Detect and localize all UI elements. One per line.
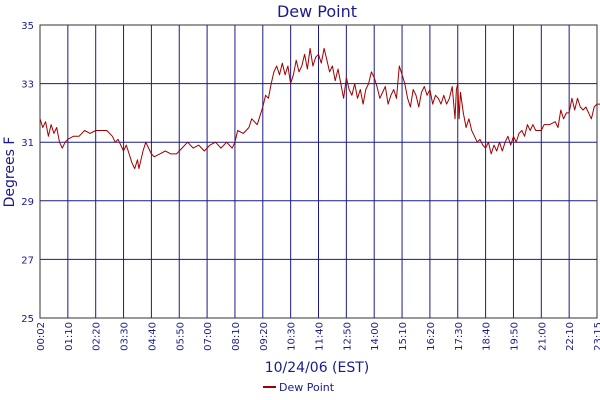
y-tick-label: 33 [21,80,34,91]
legend-label-dew-point: Dew Point [279,381,335,394]
legend: Dew Point [263,381,335,394]
x-tick-label: 15:10 [398,322,409,351]
x-tick-label: 10:30 [287,322,298,351]
x-tick-label: 07:00 [203,322,214,351]
x-tick-label: 00:02 [36,322,47,351]
x-tick-label: 17:30 [454,322,465,351]
x-tick-label: 21:00 [537,322,548,351]
y-tick-label: 31 [21,138,34,149]
x-axis-label: 10/24/06 (EST) [265,360,370,376]
y-axis-label: Degrees F [2,137,18,208]
x-tick-label: 18:40 [482,322,493,351]
x-tick-label: 08:10 [231,322,242,351]
y-tick-label: 35 [21,21,34,32]
x-tick-label: 02:20 [92,322,103,351]
x-tick-label: 05:50 [175,322,186,351]
x-tick-label: 11:40 [315,322,326,351]
x-tick-label: 12:50 [342,322,353,351]
x-tick-label: 22:10 [565,322,576,351]
y-tick-label: 29 [21,197,34,208]
chart-title: Dew Point [277,2,357,21]
y-tick-label: 25 [21,314,34,325]
x-tick-label: 01:10 [64,322,75,351]
x-tick-label: 23:15 [593,322,600,351]
x-tick-label: 14:00 [370,322,381,351]
plot-area: 25 27 29 31 33 35 00:02 01:10 02:20 03:30 04:40 05:… [21,21,600,351]
x-tick-label: 19:50 [509,322,520,351]
x-tick-label: 03:30 [120,322,131,351]
x-tick-label: 04:40 [147,322,158,351]
plot-frame [39,24,598,319]
y-tick-label: 27 [21,255,34,266]
x-tick-label: 09:20 [259,322,270,351]
x-tick-label: 16:20 [426,322,437,351]
series-line-dew-point [39,47,600,170]
